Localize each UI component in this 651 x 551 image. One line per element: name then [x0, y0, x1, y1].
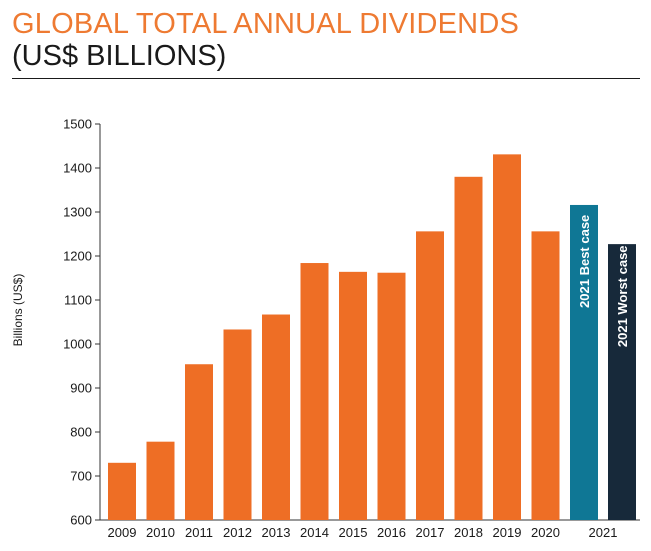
y-tick-label: 1400	[63, 161, 92, 176]
x-tick-label: 2009	[108, 525, 137, 540]
y-tick-label: 700	[70, 469, 92, 484]
x-tick-label: 2012	[223, 525, 252, 540]
chart-title-block: GLOBAL TOTAL ANNUAL DIVIDENDS (US$ BILLI…	[12, 8, 642, 72]
bar-2019	[493, 154, 521, 521]
bar-2009	[108, 462, 136, 520]
x-tick-label: 2019	[493, 525, 522, 540]
bar-2016	[377, 272, 406, 520]
bar-2020	[531, 231, 560, 521]
y-tick-label: 1000	[63, 337, 92, 352]
x-tick-label: 2017	[416, 525, 445, 540]
bar-2021-worst-case	[608, 244, 636, 520]
x-tick-label: 2015	[339, 525, 368, 540]
bar-label: 2021 Worst case	[615, 245, 630, 347]
bar-label: 2021 Best case	[577, 215, 592, 308]
x-tick-label: 2010	[146, 525, 175, 540]
y-tick-label: 600	[70, 513, 92, 528]
x-tick-label: 2013	[262, 525, 291, 540]
y-tick-label: 800	[70, 425, 92, 440]
x-tick-label: 2016	[377, 525, 406, 540]
bar-2013	[262, 314, 290, 520]
chart-title: GLOBAL TOTAL ANNUAL DIVIDENDS	[12, 8, 520, 40]
title-divider	[12, 78, 640, 79]
bar-2010	[146, 441, 175, 520]
labels: 600 700 800 900 1000 1100 1200 1300 1400 1500 2009…	[63, 117, 630, 541]
bar-2021-best-case	[570, 204, 598, 520]
bar-2015	[339, 271, 367, 520]
chart-subtitle: (US$ BILLIONS)	[12, 40, 227, 72]
bar-2018	[454, 176, 483, 521]
bar-2014	[300, 263, 329, 520]
y-tick-label: 1300	[63, 205, 92, 220]
x-tick-label: 2020	[531, 525, 560, 540]
x-tick-label: 2011	[185, 525, 213, 540]
bars	[108, 154, 636, 521]
y-tick-label: 1200	[63, 249, 92, 264]
x-tick-label-2021: 2021	[589, 525, 618, 540]
y-tick-label: 1100	[64, 293, 92, 308]
y-axis-label: Billions (US$)	[11, 274, 25, 347]
bar-2017	[416, 231, 444, 521]
bar-2011	[185, 364, 213, 520]
x-tick-label: 2014	[300, 525, 329, 540]
y-tick-label: 900	[70, 381, 92, 396]
y-tick-label: 1500	[63, 117, 92, 132]
x-tick-label: 2018	[454, 525, 483, 540]
bar-2012	[223, 329, 252, 520]
